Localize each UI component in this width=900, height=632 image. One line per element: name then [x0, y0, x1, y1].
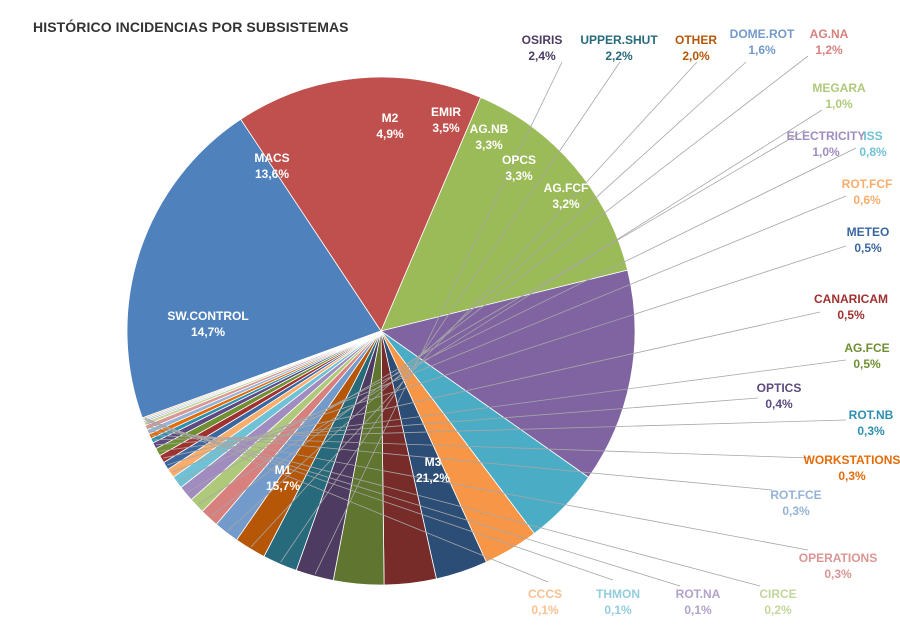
- slice-name-megara: MEGARA: [812, 81, 866, 95]
- slice-name-osiris: OSIRIS: [522, 33, 563, 47]
- leader-line-electricity: [187, 129, 806, 493]
- slice-value-workstations: 0,3%: [838, 469, 866, 483]
- slice-name-optics: OPTICS: [757, 381, 802, 395]
- slice-value-sw-control: 14,7%: [191, 325, 225, 339]
- slice-name-cccs: CCCS: [528, 587, 562, 601]
- slice-name-canaricam: CANARICAM: [814, 292, 888, 306]
- slice-value-ag-fce: 0,5%: [853, 357, 881, 371]
- slice-value-m1: 15,7%: [266, 479, 300, 493]
- slice-name-ag-nb: AG.NB: [470, 122, 509, 136]
- pie-slice-m1: [240, 76, 482, 332]
- slice-name-thmon: THMON: [596, 587, 640, 601]
- slice-value-other: 2,0%: [682, 49, 710, 63]
- slice-value-dome-rot: 1,6%: [748, 43, 776, 57]
- leader-line-canaricam: [163, 311, 821, 459]
- slice-value-m2: 4,9%: [376, 127, 404, 141]
- slice-name-workstations: WORKSTATIONS: [804, 453, 900, 467]
- slice-name-operations: OPERATIONS: [799, 551, 877, 565]
- slice-labels: M3 21,2% M1 15,7% SW.CONTROL 14,7% MACS 13,6% M2…: [167, 27, 900, 617]
- slice-value-opcs: 3,3%: [505, 169, 533, 183]
- leader-line-meteo: [167, 245, 847, 466]
- leader-line-rot-na: [145, 420, 681, 587]
- slice-name-rot-fcf: ROT.FCF: [842, 177, 893, 191]
- slice-value-m3: 21,2%: [416, 471, 450, 485]
- slice-name-meteo: METEO: [847, 225, 890, 239]
- slice-name-iss: ISS: [863, 129, 882, 143]
- leader-line-operations: [147, 426, 809, 551]
- slice-name-m1: M1: [275, 463, 292, 477]
- chart-title: HISTÓRICO INCIDENCIAS POR SUBSISTEMAS: [33, 19, 349, 35]
- slice-value-circe: 0,2%: [764, 603, 792, 617]
- pie-slice-cccs: [141, 330, 382, 420]
- pie-slice-sw-control: [380, 96, 629, 332]
- slice-name-m3: M3: [425, 455, 442, 469]
- slice-value-osiris: 2,4%: [528, 49, 556, 63]
- slice-name-other: OTHER: [675, 33, 717, 47]
- slice-name-ag-na: AG.NA: [810, 27, 849, 41]
- slice-name-ag-fcf: AG.FCF: [544, 181, 589, 195]
- slice-value-ag-fcf: 3,2%: [552, 197, 580, 211]
- pie-slice-m3: [126, 118, 382, 419]
- slice-name-electricity: ELECTRICITY: [787, 129, 866, 143]
- leader-line-rot-fce: [149, 430, 773, 491]
- slice-value-rot-fcf: 0,6%: [853, 193, 881, 207]
- slice-name-m2: M2: [382, 111, 399, 125]
- leader-line-cccs: [144, 417, 549, 583]
- slice-name-upper-shut: UPPER.SHUT: [580, 33, 658, 47]
- leader-lines: [144, 55, 857, 587]
- leader-line-iss: [178, 147, 857, 482]
- slice-value-megara: 1,0%: [825, 97, 853, 111]
- leader-line-rot-nb: [153, 419, 847, 441]
- slice-value-iss: 0,8%: [859, 145, 887, 159]
- slice-value-rot-nb: 0,3%: [857, 424, 885, 438]
- leader-line-circe: [146, 422, 761, 587]
- pie-slice-macs: [380, 269, 636, 478]
- slice-value-emir: 3,5%: [432, 121, 460, 135]
- leader-line-rot-fcf: [172, 195, 847, 473]
- slice-name-sw-control: SW.CONTROL: [167, 309, 248, 323]
- leader-line-upper-shut: [280, 61, 621, 563]
- slice-name-rot-na: ROT.NA: [676, 587, 721, 601]
- slice-value-electricity: 1,0%: [812, 145, 840, 159]
- slice-value-ag-nb: 3,3%: [475, 138, 503, 152]
- slice-name-rot-fce: ROT.FCE: [770, 488, 821, 502]
- slice-name-macs: MACS: [254, 151, 289, 165]
- slice-value-ag-na: 1,2%: [815, 43, 843, 57]
- slice-name-ag-fce: AG.FCE: [844, 341, 889, 355]
- slice-value-canaricam: 0,5%: [837, 308, 865, 322]
- slice-value-thmon: 0,1%: [604, 603, 632, 617]
- slice-name-emir: EMIR: [431, 105, 461, 119]
- slice-value-rot-na: 0,1%: [684, 603, 712, 617]
- leader-line-dome-rot: [227, 61, 747, 532]
- leader-line-other: [250, 61, 698, 548]
- slice-value-upper-shut: 2,2%: [605, 49, 633, 63]
- leader-line-workstations: [151, 435, 811, 459]
- slice-value-macs: 13,6%: [255, 167, 289, 181]
- leader-line-thmon: [144, 419, 614, 581]
- slice-name-circe: CIRCE: [759, 587, 796, 601]
- slice-name-rot-nb: ROT.NB: [849, 408, 894, 422]
- slice-value-meteo: 0,5%: [854, 241, 882, 255]
- leader-line-osiris: [314, 61, 563, 575]
- slice-value-cccs: 0,1%: [531, 603, 559, 617]
- slice-value-operations: 0,3%: [824, 567, 852, 581]
- leader-line-ag-na: [210, 55, 809, 517]
- leader-line-megara: [197, 109, 823, 505]
- slice-name-dome-rot: DOME.ROT: [730, 27, 795, 41]
- slice-value-optics: 0,4%: [765, 397, 793, 411]
- slice-name-opcs: OPCS: [502, 153, 536, 167]
- slice-value-rot-fce: 0,3%: [782, 504, 810, 518]
